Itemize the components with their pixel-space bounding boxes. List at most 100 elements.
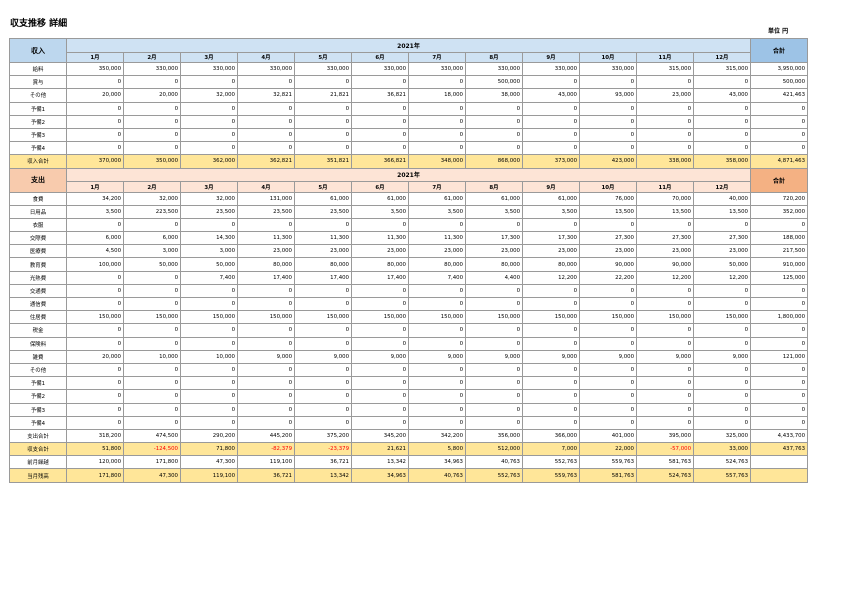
value-cell: 366,000 xyxy=(522,428,580,444)
income-row: 予備2 0 0 0 0 0 0 0 0 0 0 0 0 0 xyxy=(9,114,808,129)
income-month-header: 4月 xyxy=(237,51,295,63)
value-cell: 13,342 xyxy=(294,468,352,483)
value-cell: 0 xyxy=(693,336,751,351)
total-cell: 437,763 xyxy=(750,442,808,457)
value-cell: 0 xyxy=(693,127,751,143)
value-cell: 23,000 xyxy=(294,244,352,259)
total-cell: 910,000 xyxy=(750,257,808,272)
value-cell: 4,500 xyxy=(66,244,124,259)
value-cell: 0 xyxy=(408,141,466,156)
value-cell: 358,000 xyxy=(693,154,751,169)
value-cell: 0 xyxy=(522,402,580,417)
value-cell: 0 xyxy=(351,296,409,312)
value-cell: 21,821 xyxy=(294,88,352,103)
value-cell: 0 xyxy=(351,389,409,404)
value-cell: 0 xyxy=(66,283,124,299)
value-cell: 9,000 xyxy=(408,349,466,364)
value-cell: 40,000 xyxy=(693,191,751,206)
expense-month-header: 10月 xyxy=(579,181,637,193)
value-cell: 0 xyxy=(522,323,580,338)
total-cell: 4,871,463 xyxy=(750,154,808,169)
value-cell: 6,000 xyxy=(66,231,124,246)
total-cell: 125,000 xyxy=(750,270,808,285)
value-cell: 61,000 xyxy=(408,191,466,206)
value-cell: 0 xyxy=(66,336,124,351)
value-cell: 0 xyxy=(465,141,523,156)
row-label: 予備2 xyxy=(9,114,67,129)
value-cell: 23,000 xyxy=(237,244,295,259)
row-label: 予備2 xyxy=(9,389,67,404)
value-cell: 0 xyxy=(66,376,124,391)
value-cell: 0 xyxy=(465,323,523,338)
value-cell: 0 xyxy=(465,101,523,116)
value-cell: 0 xyxy=(693,362,751,378)
value-cell: 0 xyxy=(237,101,295,116)
expense-row: 食費 34,200 32,000 32,000 131,000 61,000 61,000 6… xyxy=(9,191,808,206)
value-cell: 100,000 xyxy=(66,257,124,272)
value-cell: 9,000 xyxy=(693,349,751,364)
value-cell: 0 xyxy=(693,217,751,233)
value-cell: 362,000 xyxy=(180,154,238,169)
income-month-header: 2月 xyxy=(123,51,181,63)
total-cell: 0 xyxy=(750,127,808,143)
value-cell: 0 xyxy=(579,336,637,351)
value-cell: 0 xyxy=(294,323,352,338)
value-cell: 0 xyxy=(123,296,181,312)
value-cell: 0 xyxy=(123,376,181,391)
total-cell: 0 xyxy=(750,415,808,430)
value-cell: 0 xyxy=(465,415,523,430)
value-cell: 9,000 xyxy=(237,349,295,364)
value-cell: 150,000 xyxy=(522,310,580,325)
value-cell: 0 xyxy=(579,362,637,378)
value-cell: 0 xyxy=(123,114,181,129)
value-cell: -23,379 xyxy=(294,442,352,457)
value-cell: 0 xyxy=(294,127,352,143)
expense-row: 衣服 0 0 0 0 0 0 0 0 0 0 0 0 0 xyxy=(9,217,808,233)
value-cell: 0 xyxy=(351,415,409,430)
value-cell: 23,000 xyxy=(636,88,694,103)
value-cell: 0 xyxy=(522,376,580,391)
row-label: 医療費 xyxy=(9,244,67,259)
value-cell: 0 xyxy=(237,402,295,417)
value-cell: 0 xyxy=(522,296,580,312)
income-month-header: 12月 xyxy=(693,51,751,63)
value-cell: 0 xyxy=(579,296,637,312)
expense-month-header: 5月 xyxy=(294,181,352,193)
income-header-row: 収入 2021年 合計 xyxy=(9,38,808,63)
value-cell: 0 xyxy=(579,127,637,143)
value-cell: 9,000 xyxy=(522,349,580,364)
value-cell: 119,100 xyxy=(180,468,238,483)
value-cell: 33,000 xyxy=(693,442,751,457)
value-cell: 11,300 xyxy=(408,231,466,246)
value-cell: 0 xyxy=(66,389,124,404)
value-cell: 512,000 xyxy=(465,442,523,457)
value-cell: 0 xyxy=(123,362,181,378)
value-cell: 50,000 xyxy=(180,257,238,272)
value-cell: 0 xyxy=(636,283,694,299)
value-cell: 0 xyxy=(465,362,523,378)
value-cell: 150,000 xyxy=(66,310,124,325)
value-cell: -124,500 xyxy=(123,442,181,457)
expense-row: 雑費 20,000 10,000 10,000 9,000 9,000 9,000 9,000… xyxy=(9,349,808,364)
value-cell: 0 xyxy=(180,114,238,129)
value-cell: 0 xyxy=(465,114,523,129)
value-cell: 338,000 xyxy=(636,154,694,169)
value-cell: 3,000 xyxy=(123,244,181,259)
income-row: 予備3 0 0 0 0 0 0 0 0 0 0 0 0 0 xyxy=(9,127,808,143)
value-cell: 119,100 xyxy=(237,455,295,470)
total-cell: 0 xyxy=(750,101,808,116)
value-cell: 362,821 xyxy=(237,154,295,169)
value-cell: 20,000 xyxy=(66,88,124,103)
value-cell: 0 xyxy=(237,415,295,430)
income-row: 予備4 0 0 0 0 0 0 0 0 0 0 0 0 0 xyxy=(9,141,808,156)
expense-row: 保険料 0 0 0 0 0 0 0 0 0 0 0 0 0 xyxy=(9,336,808,351)
value-cell: 0 xyxy=(465,336,523,351)
value-cell: 0 xyxy=(408,283,466,299)
expense-month-header: 8月 xyxy=(465,181,523,193)
expense-row: 医療費 4,500 3,000 3,000 23,000 23,000 23,000 23,0… xyxy=(9,244,808,259)
value-cell: 0 xyxy=(522,114,580,129)
value-cell: 0 xyxy=(636,296,694,312)
value-cell: 40,763 xyxy=(465,455,523,470)
value-cell: 90,000 xyxy=(636,257,694,272)
income-month-header: 9月 xyxy=(522,51,580,63)
